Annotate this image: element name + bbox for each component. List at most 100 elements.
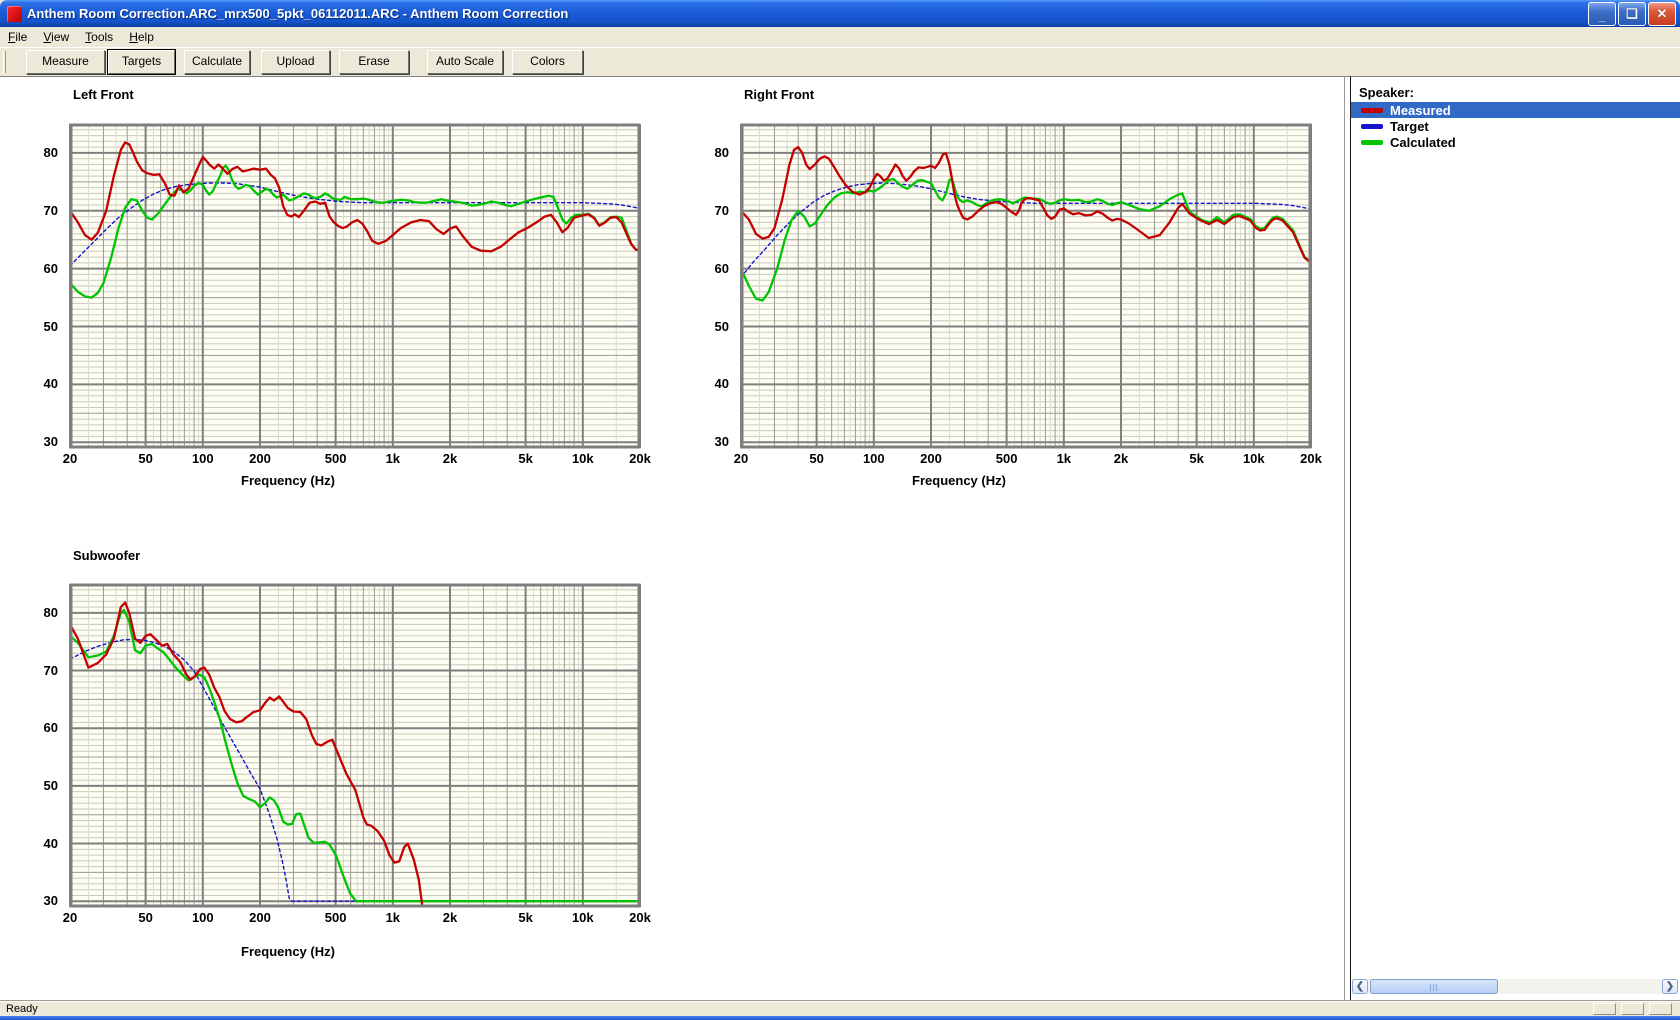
chart-plot-left-front <box>69 123 641 449</box>
x-axis-label: Frequency (Hz) <box>241 473 335 488</box>
menu-item-file[interactable]: File <box>8 30 28 44</box>
measured-curve <box>741 145 1311 263</box>
colors-button[interactable]: Colors <box>512 50 583 74</box>
x-axis-tick-label: 100 <box>191 910 214 925</box>
scroll-right-button[interactable]: ❯ <box>1662 979 1678 994</box>
x-axis-tick-label: 20 <box>62 910 78 925</box>
target-color-swatch-icon <box>1361 123 1383 129</box>
y-axis-tick-label: 80 <box>43 144 58 160</box>
app-icon <box>7 5 22 22</box>
x-axis-tick-label: 50 <box>138 451 153 466</box>
y-axis-tick-label: 80 <box>714 144 729 160</box>
auto-scale-button[interactable]: Auto Scale <box>427 50 503 74</box>
close-button[interactable]: ✕ <box>1648 1 1676 26</box>
calculated-color-swatch-icon <box>1361 139 1383 145</box>
x-axis-tick-label: 5k <box>518 451 533 466</box>
x-axis-label: Frequency (Hz) <box>912 473 1006 488</box>
x-axis-tick-label: 20 <box>62 451 78 466</box>
calculated-curve <box>741 177 1311 302</box>
y-axis-tick-label: 40 <box>43 835 58 851</box>
chart-title-left-front: Left Front <box>73 87 134 102</box>
calculate-button[interactable]: Calculate <box>184 50 250 74</box>
status-grip-box <box>1649 1003 1672 1015</box>
upload-button[interactable]: Upload <box>261 50 330 74</box>
calculated-curve <box>70 608 640 903</box>
toolbar-grip[interactable] <box>3 51 6 73</box>
x-axis-label: Frequency (Hz) <box>241 944 335 959</box>
panel-divider-line <box>1350 76 1351 1000</box>
status-bar-grips <box>1593 1003 1672 1015</box>
chart-plot-right-front <box>740 123 1312 449</box>
y-axis-tick-label: 60 <box>43 260 58 276</box>
speaker-item-measured[interactable]: Measured <box>1351 102 1680 118</box>
x-axis-tick-label: 2k <box>442 910 458 925</box>
speaker-item-label: Calculated <box>1390 134 1456 150</box>
speaker-item-label: Target <box>1390 118 1429 134</box>
window-title: Anthem Room Correction.ARC_mrx500_5pkt_0… <box>27 6 569 21</box>
toolbar: Measure Targets Calculate Upload Erase Auto S… <box>0 47 1680 76</box>
y-axis-tick-label: 60 <box>43 720 58 736</box>
y-axis-tick-label: 30 <box>43 434 58 450</box>
x-axis-tick-label: 50 <box>809 451 824 466</box>
x-axis-tick-label: 2k <box>1113 451 1129 466</box>
x-axis-tick-label: 200 <box>920 451 942 466</box>
x-axis-tick-label: 500 <box>995 451 1018 466</box>
y-axis-tick-label: 30 <box>43 893 58 909</box>
speaker-item-calculated[interactable]: Calculated <box>1351 134 1680 150</box>
erase-button[interactable]: Erase <box>339 50 409 74</box>
measure-button[interactable]: Measure <box>26 50 105 74</box>
y-axis-tick-label: 80 <box>43 604 58 620</box>
restore-button[interactable]: ❏ <box>1618 1 1646 26</box>
target-curve <box>70 182 640 267</box>
chart-title-right-front: Right Front <box>744 87 815 102</box>
status-grip-box <box>1621 1003 1644 1015</box>
x-axis-tick-label: 200 <box>249 451 271 466</box>
measured-curve <box>70 601 424 907</box>
menu-bar: File View Tools Help <box>0 27 1680 47</box>
status-grip-box <box>1593 1003 1616 1015</box>
horizontal-scrollbar[interactable]: ❮ ❯ <box>1352 979 1678 994</box>
speaker-item-target[interactable]: Target <box>1351 118 1680 134</box>
x-axis-tick-label: 1k <box>385 910 401 925</box>
status-bar: Ready <box>0 1000 1680 1016</box>
x-axis-tick-label: 10k <box>1242 451 1265 466</box>
status-text: Ready <box>6 1002 38 1015</box>
minimize-button[interactable]: _ <box>1588 1 1616 26</box>
x-axis-tick-label: 100 <box>862 451 885 466</box>
y-axis-tick-label: 50 <box>43 777 58 793</box>
title-bar[interactable]: Anthem Room Correction.ARC_mrx500_5pkt_0… <box>0 0 1680 27</box>
x-axis-tick-label: 100 <box>191 451 214 466</box>
scrollbar-thumb[interactable] <box>1370 979 1498 994</box>
x-axis-tick-label: 20k <box>1300 451 1322 466</box>
targets-button[interactable]: Targets <box>107 49 176 75</box>
menu-item-help[interactable]: Help <box>129 30 154 44</box>
menu-item-tools[interactable]: Tools <box>85 30 114 44</box>
y-axis-tick-label: 70 <box>43 202 58 218</box>
scroll-left-button[interactable]: ❮ <box>1352 979 1368 994</box>
x-axis-tick-label: 2k <box>442 451 458 466</box>
x-axis-tick-label: 1k <box>385 451 401 466</box>
chart-plot-subwoofer <box>69 583 641 908</box>
y-axis-tick-label: 40 <box>714 376 729 392</box>
x-axis-tick-label: 50 <box>138 910 153 925</box>
restore-icon: ❏ <box>1626 5 1638 21</box>
panel-divider <box>1344 76 1345 1000</box>
y-axis-tick-label: 60 <box>714 260 729 276</box>
y-axis-tick-label: 70 <box>714 202 729 218</box>
chart-title-subwoofer: Subwoofer <box>73 548 141 563</box>
speaker-panel-header: Speaker: <box>1359 85 1414 100</box>
measured-color-swatch-icon <box>1361 107 1383 113</box>
x-axis-tick-label: 10k <box>571 910 594 925</box>
menu-item-view[interactable]: View <box>43 30 70 44</box>
x-axis-tick-label: 5k <box>1189 451 1204 466</box>
chevron-right-icon: ❯ <box>1665 981 1675 992</box>
x-axis-tick-label: 20k <box>629 910 651 925</box>
target-curve <box>70 638 640 902</box>
x-axis-tick-label: 500 <box>324 910 347 925</box>
taskbar-edge <box>0 1016 1680 1020</box>
y-axis-tick-label: 70 <box>43 662 58 678</box>
y-axis-tick-label: 30 <box>714 434 729 450</box>
y-axis-tick-label: 40 <box>43 376 58 392</box>
x-axis-tick-label: 20 <box>733 451 749 466</box>
x-axis-tick-label: 5k <box>518 910 533 925</box>
